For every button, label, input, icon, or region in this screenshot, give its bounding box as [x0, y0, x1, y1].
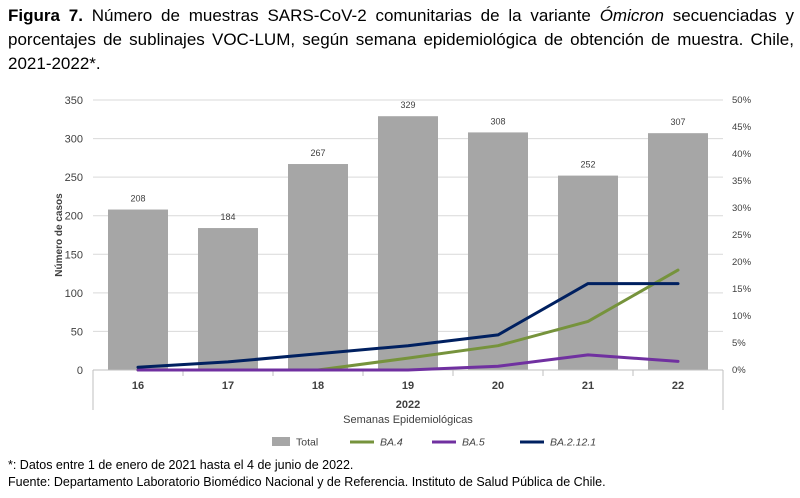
- x-tick-label: 17: [222, 380, 234, 392]
- y-tick-label: 250: [65, 172, 83, 184]
- y2-tick-label: 20%: [732, 257, 752, 268]
- legend-label-BA-5: BA.5: [462, 437, 485, 449]
- x-tick-label: 16: [132, 380, 144, 392]
- y2-tick-label: 10%: [732, 311, 752, 322]
- bar: [108, 209, 168, 370]
- bar: [648, 133, 708, 370]
- x-axis-title: Semanas Epidemiológicas: [343, 414, 473, 426]
- bar: [378, 116, 438, 370]
- x-tick-label: 18: [312, 380, 324, 392]
- caption-text-before: Número de muestras SARS-CoV-2 comunitari…: [82, 6, 600, 25]
- figure-label: Figura 7.: [8, 6, 83, 25]
- bar-value-label: 307: [670, 117, 685, 127]
- x-tick-label: 21: [582, 380, 594, 392]
- y2-tick-label: 0%: [732, 365, 746, 376]
- y-tick-label: 200: [65, 211, 83, 223]
- y-tick-label: 100: [65, 288, 83, 300]
- y2-tick-label: 40%: [732, 149, 752, 160]
- bar-value-label: 252: [580, 160, 595, 170]
- y2-tick-label: 15%: [732, 284, 752, 295]
- y-tick-label: 0: [77, 365, 83, 377]
- bar: [288, 164, 348, 370]
- bar: [198, 228, 258, 370]
- source-note: Fuente: Departamento Laboratorio Biomédi…: [8, 475, 606, 489]
- legend-label-BA-4: BA.4: [380, 437, 403, 449]
- y2-tick-label: 45%: [732, 122, 752, 133]
- footnote: *: Datos entre 1 de enero de 2021 hasta …: [8, 458, 354, 472]
- line-series-BA-2-12-1: [136, 282, 680, 369]
- caption-variant: Ómicron: [599, 6, 664, 25]
- y-axis-title: Número de casos: [54, 193, 65, 277]
- line-series-BA-5: [136, 353, 680, 372]
- bar-value-label: 308: [490, 116, 505, 126]
- bar: [558, 175, 618, 370]
- legend-swatch-total: [272, 437, 290, 446]
- y-tick-label: 50: [71, 326, 83, 338]
- bar-value-label: 208: [130, 194, 145, 204]
- y2-tick-label: 35%: [732, 176, 752, 187]
- y-tick-label: 300: [65, 134, 83, 146]
- y2-tick-label: 25%: [732, 230, 752, 241]
- y-tick-label: 150: [65, 249, 83, 261]
- figure-caption: Figura 7. Número de muestras SARS-CoV-2 …: [8, 4, 794, 76]
- x-tick-label: 19: [402, 380, 414, 392]
- y2-tick-label: 30%: [732, 203, 752, 214]
- caption-text-after: secuenciadas y porcentajes de sublinajes…: [8, 6, 794, 73]
- x-tick-label: 20: [492, 380, 504, 392]
- legend-label-BA-2-12-1: BA.2.12.1: [550, 437, 596, 449]
- legend-label-total: Total: [296, 437, 318, 449]
- x-group-label: 2022: [396, 399, 420, 411]
- x-tick-label: 22: [672, 380, 684, 392]
- y2-tick-label: 50%: [732, 95, 752, 106]
- y-tick-label: 350: [65, 95, 83, 107]
- bar-value-label: 329: [400, 100, 415, 110]
- bar: [468, 132, 528, 370]
- bar-value-label: 184: [220, 212, 235, 222]
- y2-tick-label: 5%: [732, 338, 746, 349]
- bar-value-label: 267: [310, 148, 325, 158]
